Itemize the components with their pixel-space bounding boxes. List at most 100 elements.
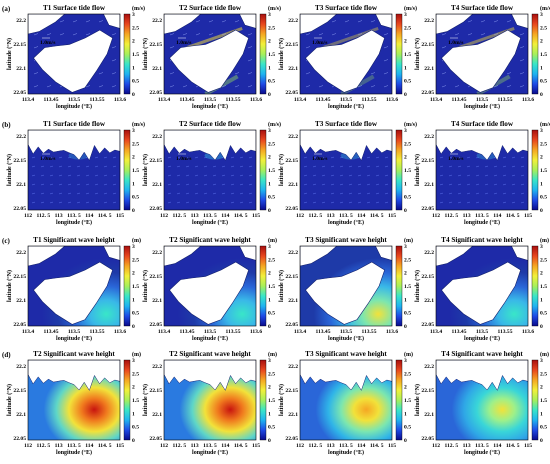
flow-arrow — [31, 174, 36, 177]
y-tick-label: 22.2 — [288, 250, 298, 256]
x-tick-label: 113.6 — [386, 97, 398, 103]
y-tick-label: 22.05 — [149, 322, 162, 328]
flow-arrow — [383, 46, 389, 49]
colorbar-tick: 1.5 — [268, 52, 275, 58]
x-tick-label: 113.4 — [158, 329, 170, 335]
panel-title: T3 Surface tide flow — [315, 4, 378, 12]
plot-frame — [163, 245, 257, 327]
flow-arrow — [85, 183, 90, 186]
flow-arrow — [467, 20, 473, 23]
plot-frame — [435, 359, 529, 441]
water-field — [300, 246, 392, 326]
y-axis-label: latitude (°N) — [142, 154, 149, 186]
x-axis-label: longitude (°E) — [56, 449, 92, 456]
x-tick-label: 114. 5 — [98, 443, 112, 449]
x-tick-label: 114 — [357, 213, 365, 219]
plot-frame — [435, 245, 529, 327]
land-mass-east — [511, 246, 528, 261]
colorbar-tick: 0.5 — [132, 311, 139, 317]
y-axis-label: latitude (°N) — [142, 384, 149, 416]
flow-arrow — [348, 201, 353, 204]
flow-arrow — [480, 33, 486, 36]
flow-arrow — [40, 165, 45, 168]
land-mass-north — [28, 14, 66, 35]
x-axis-label: longitude (°E) — [328, 219, 364, 226]
flow-arrow — [247, 46, 253, 49]
flow-arrow — [167, 192, 172, 195]
figure-row: (a) T1 Surface tide flow1.0m/s22.222.1522… — [2, 4, 550, 110]
flow-arrow — [203, 183, 208, 186]
water-field — [28, 130, 120, 210]
flow-arrow — [239, 174, 244, 177]
y-tick-label: 22.2 — [16, 18, 26, 24]
x-tick-label: 113.55 — [89, 329, 104, 335]
flow-arrow — [169, 72, 175, 75]
colorbar-unit: (m/s) — [540, 5, 550, 12]
x-tick-label: 112 — [24, 443, 32, 449]
flow-arrow — [98, 20, 104, 23]
colorbar-tick: 1.5 — [132, 168, 139, 174]
land-mass-north — [28, 246, 66, 267]
y-tick-label: 22.1 — [288, 298, 298, 304]
flow-arrow — [185, 201, 190, 204]
colorbar-tick: 1.5 — [404, 168, 411, 174]
flow-arrow — [484, 192, 489, 195]
x-tick-label: 113. 5 — [475, 213, 489, 219]
x-tick-label: 113 — [55, 443, 63, 449]
flow-arrow — [448, 201, 453, 204]
x-tick-label: 113 — [191, 443, 199, 449]
y-axis-label: latitude (°N) — [414, 38, 421, 70]
flow-arrow — [103, 192, 108, 195]
flow-arrow — [454, 33, 460, 36]
panel: T4 Surface tide flow 1.0m/s 22.2 22.15 22.1 2… — [414, 4, 550, 110]
flow-arrow — [212, 201, 217, 204]
flow-arrow — [511, 192, 516, 195]
flow-arrow — [221, 192, 226, 195]
coast-land — [164, 130, 256, 161]
panel: T4 Significant wave height 22.2 22.15 22.1 2… — [414, 236, 549, 342]
y-tick-label: 22.2 — [152, 364, 162, 370]
y-tick-label: 22.05 — [421, 322, 434, 328]
x-tick-label: 112 — [24, 213, 32, 219]
flow-arrow — [502, 192, 507, 195]
land-mass-east — [239, 14, 256, 29]
flow-arrow — [480, 20, 486, 23]
flow-arrow — [457, 201, 462, 204]
colorbar-tick: 1 — [540, 181, 543, 187]
x-axis-label: longitude (°E) — [328, 335, 364, 342]
colorbar-tick: 3 — [268, 358, 271, 364]
flow-arrow — [234, 72, 240, 75]
colorbar — [259, 13, 267, 95]
coast-land — [300, 360, 392, 391]
panel-title: T2 Significant wave height — [33, 350, 115, 358]
flow-arrow — [85, 20, 91, 23]
flow-arrow — [520, 183, 525, 186]
flow-arrow — [348, 192, 353, 195]
flow-arrow — [348, 174, 353, 177]
flow-arrow — [49, 174, 54, 177]
colorbar-tick: 0.5 — [268, 79, 275, 85]
x-tick-label: 113 — [55, 213, 63, 219]
flow-arrow — [208, 33, 214, 36]
x-tick-label: 113.55 — [497, 329, 512, 335]
land-mass-east — [239, 246, 256, 261]
x-tick-label: 113.6 — [522, 97, 534, 103]
colorbar-tick: 0 — [404, 92, 407, 98]
flow-arrow — [212, 183, 217, 186]
flow-arrow — [49, 165, 54, 168]
colorbar-unit: (m/s) — [132, 121, 145, 128]
water-field — [300, 130, 392, 210]
x-tick-label: 113.5 — [204, 329, 216, 335]
scale-label: 1.0m/s — [448, 40, 464, 46]
colorbar-unit: (m) — [268, 237, 277, 244]
flow-arrow — [111, 85, 117, 88]
colorbar-tick: 0.5 — [540, 425, 547, 431]
flow-arrow — [111, 46, 117, 49]
row-label: (c) — [2, 237, 10, 245]
colorbar-tick: 2.5 — [268, 25, 275, 31]
y-tick-label: 22.15 — [149, 388, 162, 394]
flow-arrow — [98, 72, 104, 75]
y-axis-label: latitude (°N) — [414, 270, 421, 302]
flow-arrow — [67, 156, 72, 159]
colorbar — [395, 359, 403, 441]
